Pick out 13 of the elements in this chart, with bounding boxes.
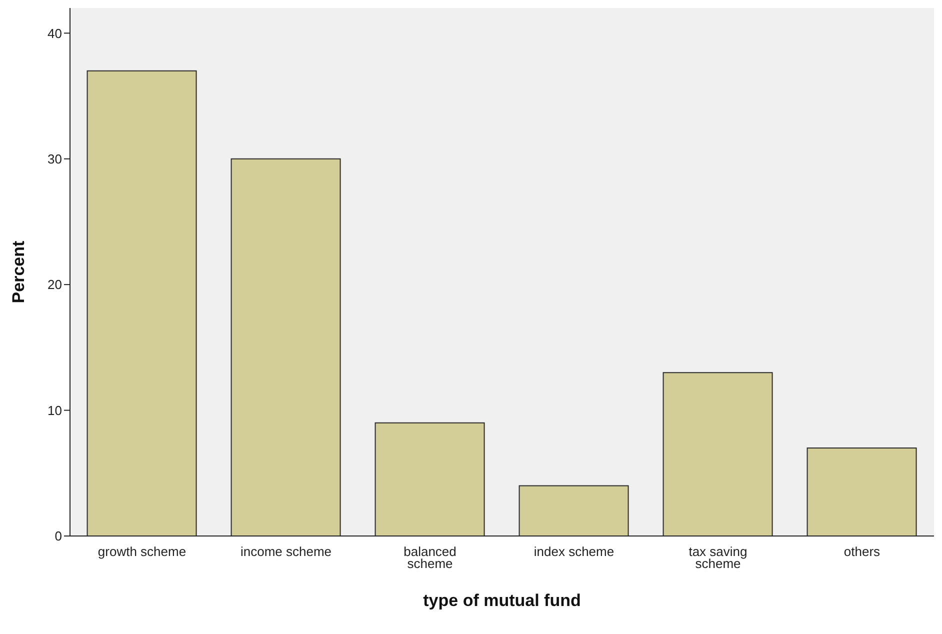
y-tick-label: 0 [54, 528, 62, 544]
x-tick-label: balanced scheme [404, 544, 456, 571]
x-tick-label: index scheme [534, 544, 614, 559]
y-tick-label: 10 [48, 402, 62, 418]
x-axis-title: type of mutual fund [423, 591, 581, 610]
x-tick-label: tax saving scheme [688, 544, 748, 571]
y-axis-title: Percent [9, 240, 28, 304]
y-tick-label: 30 [48, 151, 62, 166]
y-tick-label: 20 [48, 277, 62, 292]
x-tick-label: others [844, 544, 881, 559]
y-tick-label: 40 [48, 26, 62, 41]
x-tick-label: growth scheme [98, 544, 186, 559]
x-tick-label: income scheme [240, 544, 332, 559]
